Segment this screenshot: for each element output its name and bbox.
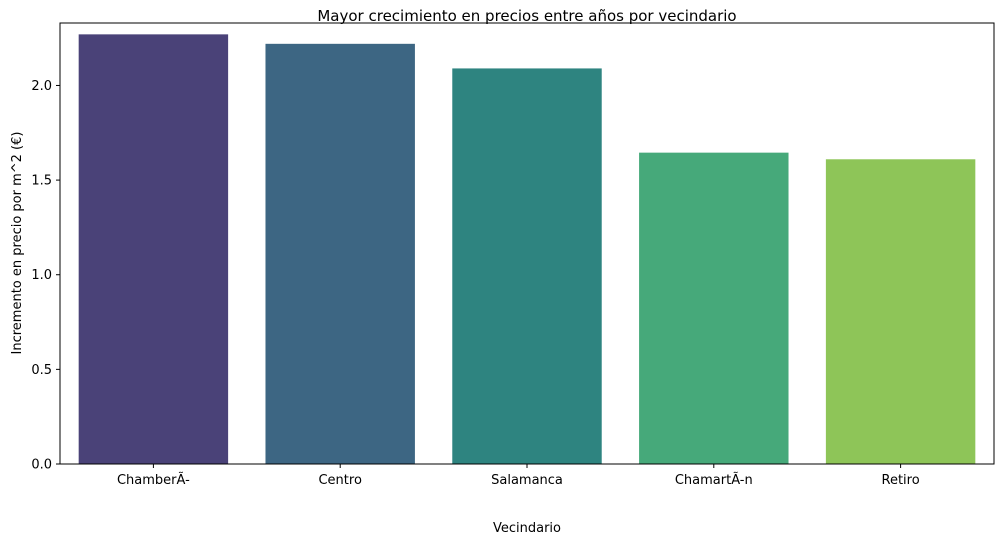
plot-area xyxy=(78,34,976,465)
x-axis-label: Vecindario xyxy=(493,521,561,536)
y-tick-label: 1.0 xyxy=(31,268,52,283)
y-axis-label: Incremento en precio por m^2 (€) xyxy=(10,132,25,355)
x-axis: ChamberÃ- Centro Salamanca ChamartÃ-n Retiro xyxy=(117,464,920,488)
x-tick-label: ChamartÃ-n xyxy=(675,472,753,488)
x-tick-label: Salamanca xyxy=(491,473,563,488)
x-tick-label: Centro xyxy=(318,473,361,488)
y-tick-label: 0.0 xyxy=(31,458,52,473)
bar xyxy=(265,43,415,465)
y-axis: 0.0 0.5 1.0 1.5 2.0 xyxy=(31,79,60,473)
x-tick-label: Retiro xyxy=(882,473,920,488)
bar xyxy=(825,159,976,465)
bar xyxy=(639,152,789,464)
bar xyxy=(452,68,602,464)
y-tick-label: 1.5 xyxy=(31,174,52,189)
x-tick-label: ChamberÃ- xyxy=(117,472,190,488)
y-tick-label: 0.5 xyxy=(31,363,52,378)
bar xyxy=(78,34,229,464)
y-tick-label: 2.0 xyxy=(31,79,52,94)
chart-title: Mayor crecimiento en precios entre años … xyxy=(317,7,736,25)
